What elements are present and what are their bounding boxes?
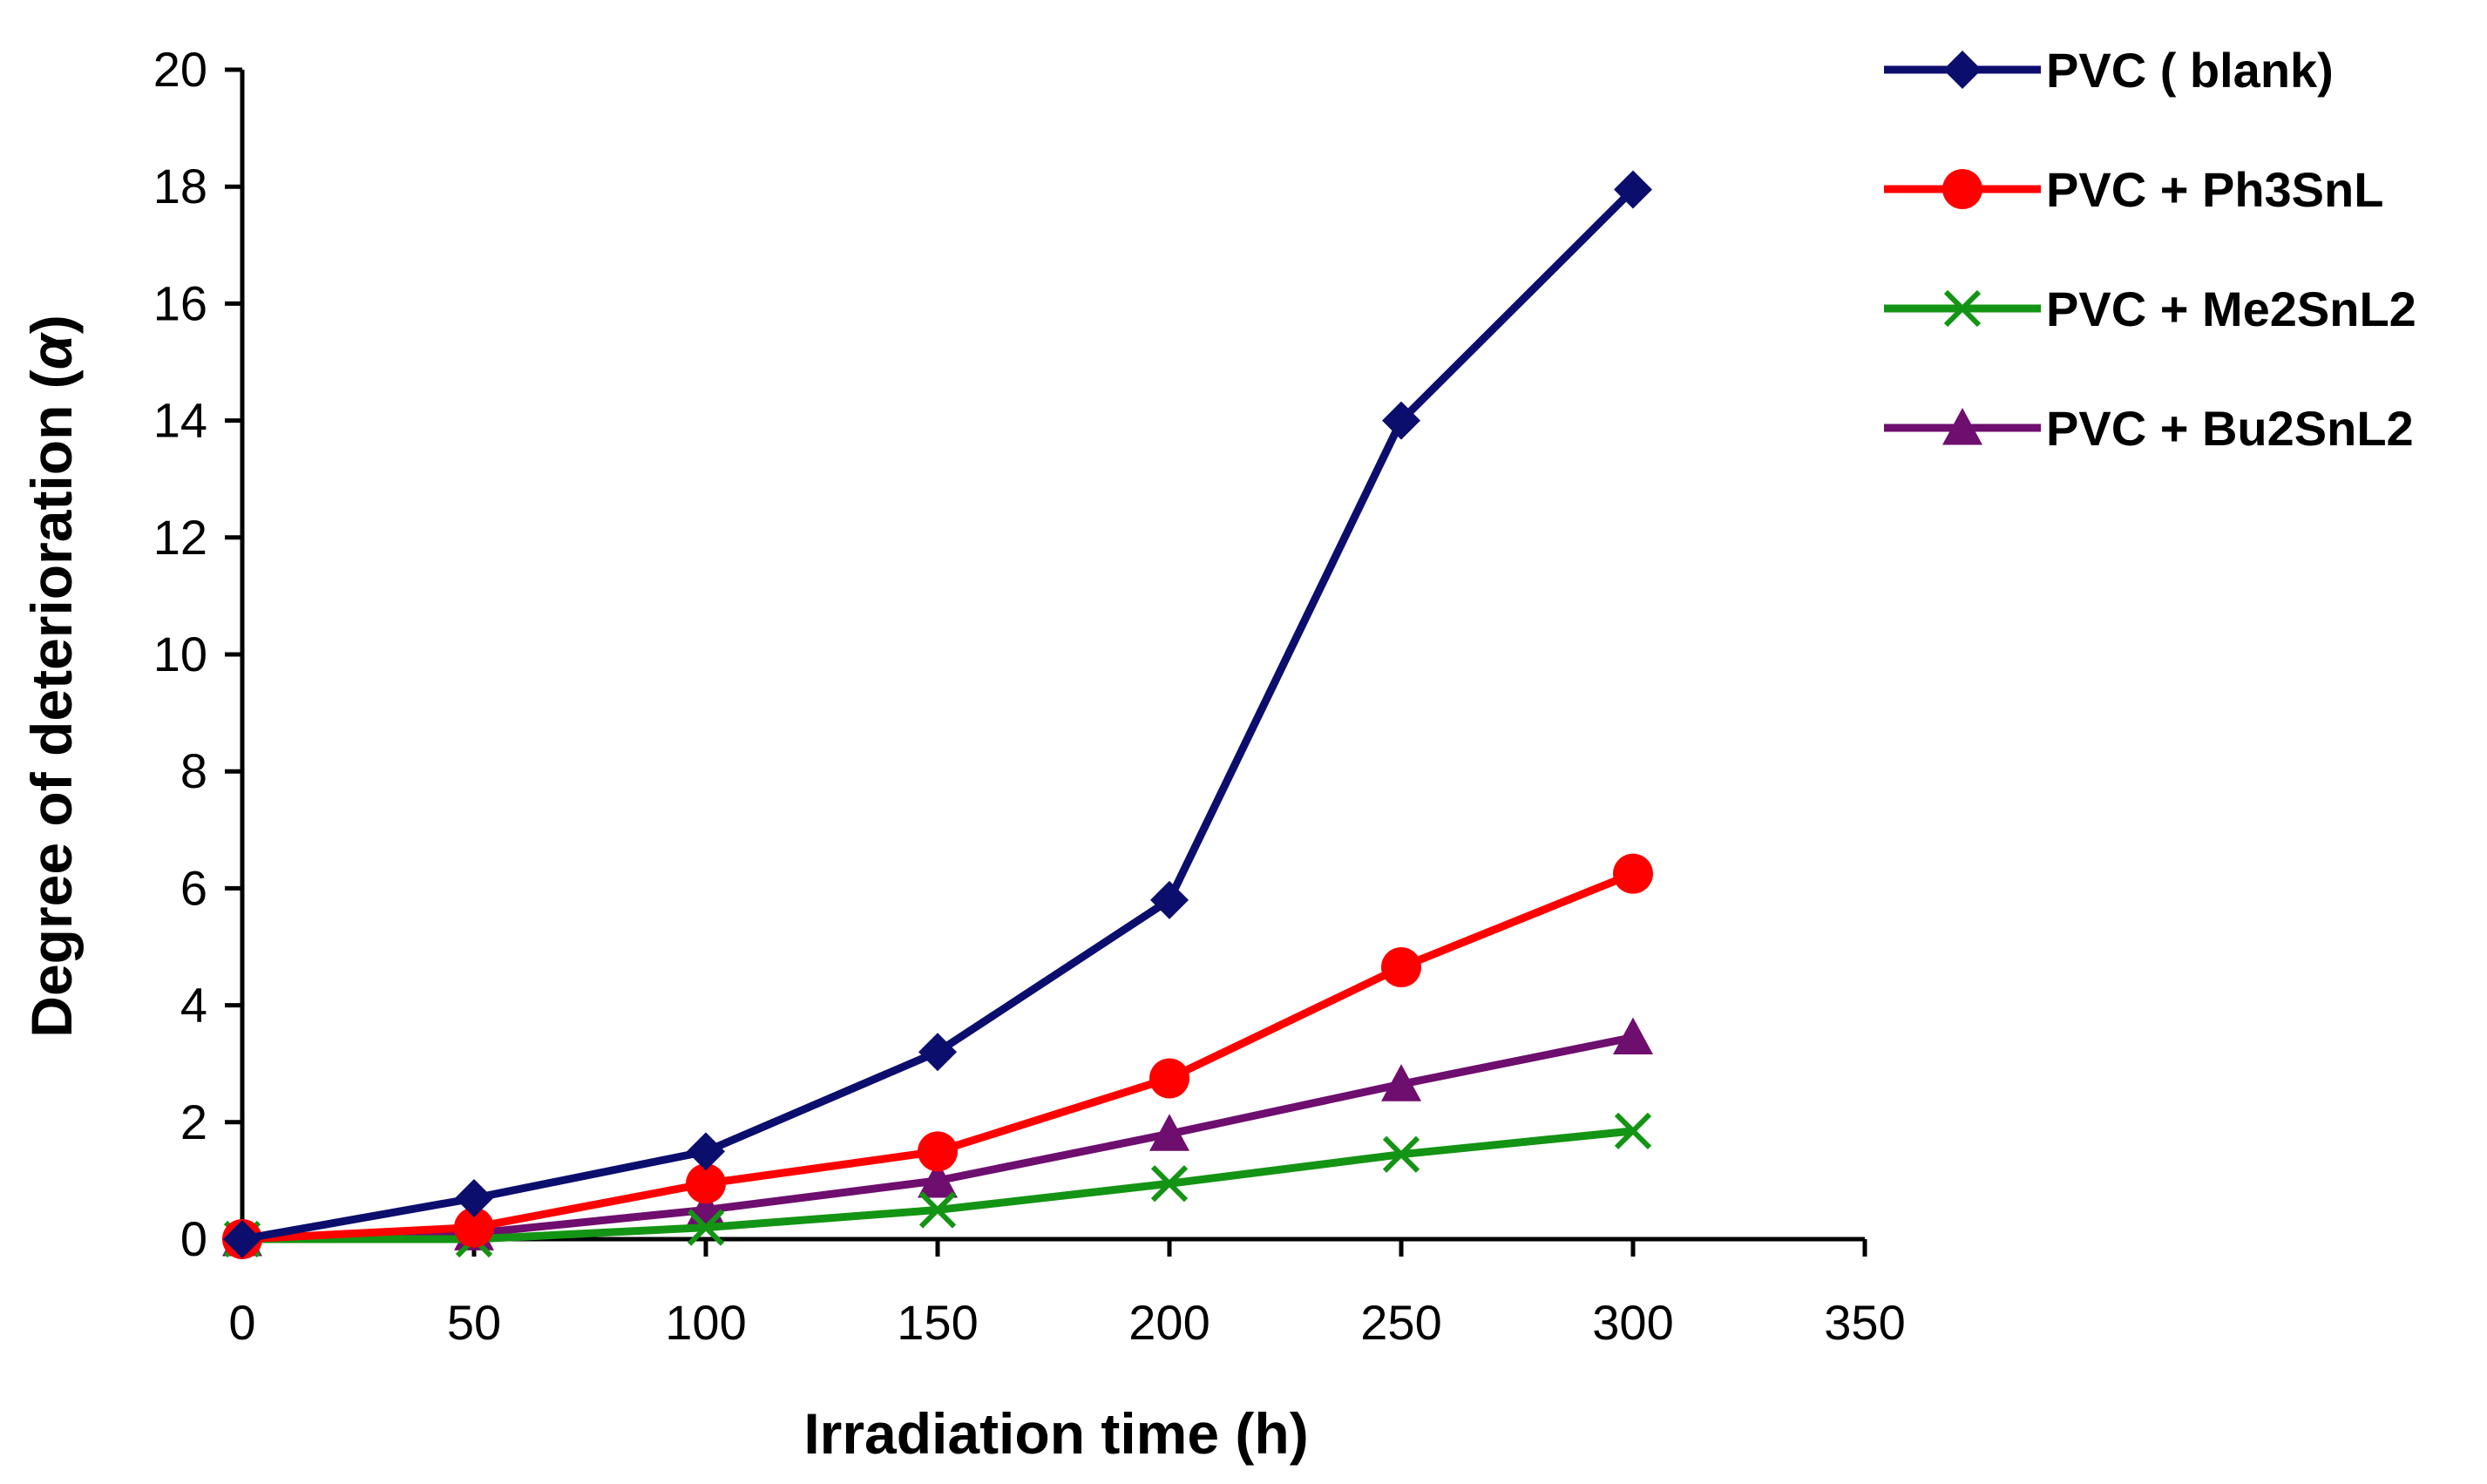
data-point-x	[687, 1209, 725, 1246]
data-point-triangle	[1381, 1064, 1421, 1101]
data-point-diamond	[455, 1179, 493, 1218]
y-tick-label: 12	[153, 510, 207, 565]
data-point-diamond	[918, 1033, 957, 1072]
data-point-circle	[1149, 1058, 1189, 1099]
y-tick-label: 2	[180, 1094, 207, 1149]
y-tick-label: 4	[180, 978, 207, 1033]
y-tick-label: 0	[180, 1211, 207, 1266]
data-point-x	[1943, 289, 1982, 328]
legend-item: PVC + Me2SnL2	[1884, 281, 2416, 336]
data-point-triangle	[918, 1160, 958, 1198]
data-point-triangle	[1613, 1017, 1653, 1055]
y-tick-label: 6	[180, 860, 207, 915]
legend-item: PVC + Ph3SnL	[1884, 162, 2383, 217]
y-tick-label: 14	[153, 393, 207, 448]
y-tick-label: 16	[153, 275, 207, 330]
data-point-diamond	[223, 1220, 261, 1258]
data-point-triangle	[1149, 1114, 1189, 1151]
data-point-diamond	[687, 1132, 725, 1171]
x-tick-label: 100	[665, 1295, 746, 1350]
data-point-x	[918, 1191, 957, 1229]
x-axis-title: Irradiation time (h)	[803, 1401, 1308, 1466]
x-tick-label: 0	[228, 1295, 255, 1350]
y-axis-title-symbol: α	[19, 331, 84, 369]
data-point-circle	[1942, 169, 1982, 209]
y-tick-label: 8	[180, 743, 207, 798]
x-tick-label: 350	[1824, 1295, 1905, 1350]
y-tick-label: 20	[153, 42, 207, 97]
series-1	[222, 853, 1653, 1259]
data-point-x	[1382, 1135, 1420, 1173]
legend-item: PVC ( blank)	[1884, 43, 2334, 98]
legend-label: PVC ( blank)	[2046, 43, 2334, 98]
legend-label: PVC + Ph3SnL	[2046, 162, 2383, 217]
data-point-diamond	[1614, 170, 1652, 209]
data-point-diamond	[1943, 51, 1982, 89]
y-tick-label: 18	[153, 159, 207, 213]
series-0	[223, 170, 1652, 1258]
data-point-diamond	[1150, 880, 1189, 919]
legend-label: PVC + Bu2SnL2	[2046, 401, 2414, 456]
y-axis-title: Degree of deterioration (α)	[19, 315, 84, 1037]
legend: PVC ( blank) PVC + Ph3SnL PVC + Me2SnL2 PVC…	[1884, 43, 2416, 456]
x-tick-label: 300	[1592, 1295, 1673, 1350]
legend-label: PVC + Me2SnL2	[2046, 281, 2416, 336]
data-point-circle	[454, 1207, 494, 1248]
x-tick-label: 200	[1128, 1295, 1210, 1350]
x-tick-label: 50	[447, 1295, 501, 1350]
series-layer	[222, 170, 1653, 1259]
y-tick-label: 10	[153, 627, 207, 681]
data-point-x	[1614, 1112, 1652, 1149]
data-point-circle	[918, 1131, 958, 1172]
data-point-circle	[686, 1163, 726, 1204]
y-axis-title-close: )	[19, 315, 84, 334]
x-tick-label: 250	[1360, 1295, 1441, 1350]
data-point-x	[1150, 1165, 1189, 1203]
legend-item: PVC + Bu2SnL2	[1884, 401, 2414, 456]
data-point-diamond	[1382, 401, 1420, 440]
x-tick-label: 150	[897, 1295, 978, 1350]
y-axis-title-main: Degree of deterioration (	[19, 369, 84, 1037]
data-point-circle	[1613, 853, 1653, 894]
data-point-circle	[1381, 946, 1421, 987]
data-point-triangle	[1942, 408, 1982, 445]
